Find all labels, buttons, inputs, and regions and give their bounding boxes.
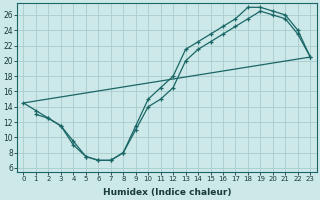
X-axis label: Humidex (Indice chaleur): Humidex (Indice chaleur) bbox=[103, 188, 231, 197]
